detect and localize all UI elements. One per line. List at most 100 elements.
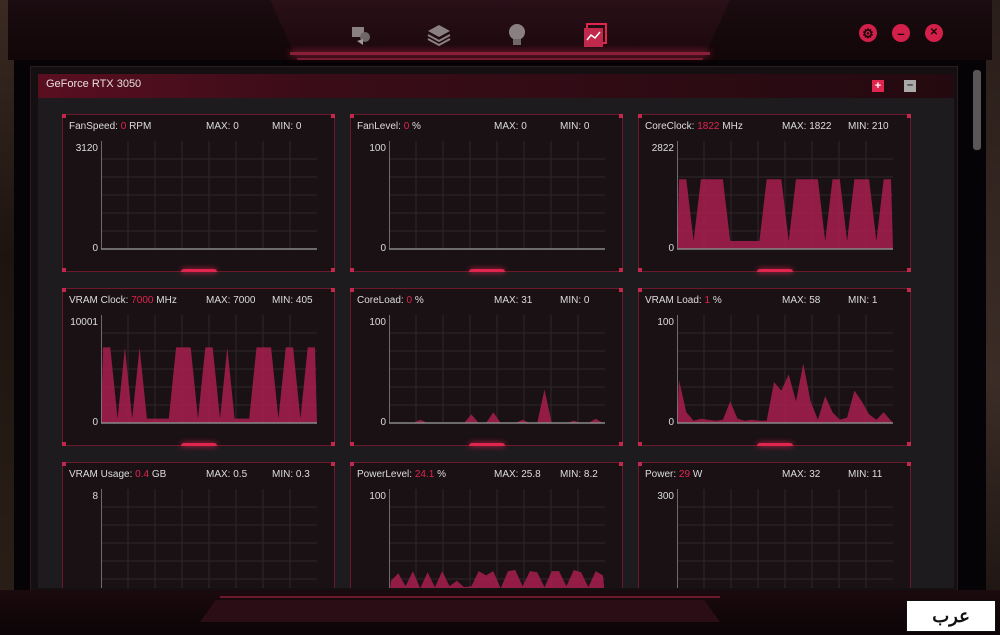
y-axis-max: 100 [369,317,386,328]
graph-plot [677,141,893,250]
series-area [677,179,893,249]
background-left [0,0,14,635]
card-corner [638,288,642,292]
graph-min: MIN: 0 [272,121,302,132]
y-axis-max: 300 [657,491,674,502]
card-corner [350,114,354,118]
y-axis-max: 3120 [75,143,98,154]
graph-min: MIN: 210 [848,121,889,132]
graph-unit: GB [151,469,167,480]
card-glow [181,269,217,272]
graph-card: FanLevel: 0 % MAX: 0 MIN: 0 100 0 [350,114,623,272]
scrollbar[interactable] [973,70,981,150]
graph-plot [389,489,605,588]
watermark-logo: عرب [906,600,996,632]
series-area [390,570,605,588]
card-corner [619,442,623,446]
graph-current-value: 0 [406,295,413,306]
graph-card: CoreClock: 1822 MHz MAX: 1822 MIN: 210 2822… [638,114,911,272]
graph-plot [677,315,893,424]
graph-card: VRAM Usage: 0.4 GB MAX: 0.5 MIN: 0.3 8 [62,462,335,588]
graph-plot [677,489,893,588]
graph-card: FanSpeed: 0 RPM MAX: 0 MIN: 0 3120 0 [62,114,335,272]
card-corner [907,442,911,446]
card-corner [331,114,335,118]
graph-plot [101,489,317,588]
y-axis-max: 100 [657,317,674,328]
card-corner [62,442,66,446]
graph-min: MIN: 0 [560,295,590,306]
graph-unit: % [412,121,421,132]
graph-max: MAX: 58 [782,295,821,306]
graph-current-value: 0 [403,121,410,132]
card-corner [62,114,66,118]
card-corner [331,442,335,446]
card-glow [469,443,505,446]
card-corner [907,114,911,118]
card-corner [350,442,354,446]
background-right [986,0,1000,635]
graph-label: CoreClock: [645,121,695,132]
card-corner [638,114,642,118]
y-axis-min: 0 [668,417,674,428]
collapse-button[interactable]: – [904,80,916,92]
card-corner [350,462,354,466]
panel-header [38,74,954,98]
graph-plot [389,315,605,424]
graph-min: MIN: 1 [848,295,878,306]
add-button[interactable]: + [872,80,884,92]
graph-label: FanSpeed: [69,121,118,132]
graph-title: CoreClock: 1822 MHz [645,121,743,132]
layers-icon[interactable] [426,22,452,48]
graph-min: MIN: 8.2 [560,469,598,480]
y-axis-min: 0 [380,417,386,428]
y-axis-min: 0 [668,243,674,254]
graph-max: MAX: 32 [782,469,821,480]
y-axis-max: 100 [369,491,386,502]
graph-card: PowerLevel: 24.1 % MAX: 25.8 MIN: 8.2 100 [350,462,623,588]
graph-card: Power: 29 W MAX: 32 MIN: 11 300 [638,462,911,588]
y-axis-max: 8 [92,491,98,502]
y-axis-min: 0 [380,243,386,254]
graph-title: VRAM Clock: 7000 MHz [69,295,177,306]
bulb-icon[interactable] [504,22,530,48]
card-corner [62,268,66,272]
graph-current-value: 1822 [697,121,720,132]
graph-plot [389,141,605,250]
graph-label: VRAM Clock: [69,295,129,306]
monitor-user-icon[interactable] [348,22,374,48]
graph-unit: W [692,469,703,480]
graph-min: MIN: 405 [272,295,313,306]
gpu-title: GeForce RTX 3050 [46,78,142,90]
card-corner [638,442,642,446]
graph-min: MIN: 11 [848,469,883,480]
minimize-button[interactable]: – [892,24,910,42]
graph-unit: % [712,295,722,306]
card-glow [757,269,793,272]
graph-card: VRAM Clock: 7000 MHz MAX: 7000 MIN: 405 100… [62,288,335,446]
y-axis-max: 2822 [651,143,674,154]
graph-unit: MHz [722,121,743,132]
card-corner [62,288,66,292]
card-corner [619,114,623,118]
top-nav-bar [270,0,730,60]
card-corner [907,462,911,466]
graph-max: MAX: 0.5 [206,469,248,480]
card-corner [62,462,66,466]
graph-max: MAX: 25.8 [494,469,541,480]
settings-icon[interactable]: ⚙ [859,24,877,42]
graph-grid: FanSpeed: 0 RPM MAX: 0 MIN: 0 3120 0 FanLevel… [38,98,954,588]
graph-title: FanSpeed: 0 RPM [69,121,151,132]
card-corner [638,268,642,272]
graph-title: PowerLevel: 24.1 % [357,469,446,480]
card-corner [331,462,335,466]
chart-panel-icon[interactable] [582,22,608,48]
card-corner [638,462,642,466]
graph-card: CoreLoad: 0 % MAX: 31 MIN: 0 100 0 [350,288,623,446]
graph-current-value: 24.1 [414,469,435,480]
card-corner [331,268,335,272]
card-corner [619,462,623,466]
close-button[interactable]: ✕ [925,24,943,42]
y-axis-max: 10001 [70,317,98,328]
graph-card: VRAM Load: 1 % MAX: 58 MIN: 1 100 0 [638,288,911,446]
